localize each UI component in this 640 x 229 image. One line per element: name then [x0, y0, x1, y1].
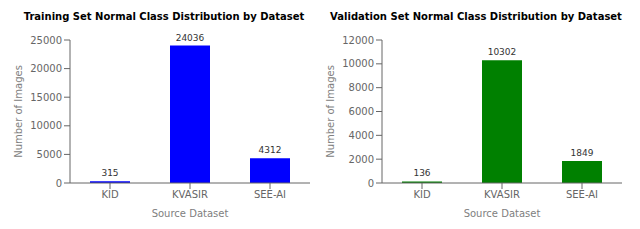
- html-text:Validation Set Normal Class Di: Validation Set Normal Class Distribution…: [330, 11, 622, 22]
- svg-text:24036: 24036: [176, 33, 205, 43]
- svg-text:15000: 15000: [30, 92, 62, 103]
- svg-text:10000: 10000: [342, 58, 374, 69]
- svg-text:2000: 2000: [349, 154, 374, 165]
- svg-text:KID: KID: [101, 189, 119, 200]
- svg-text:Number of Images: Number of Images: [325, 65, 336, 158]
- svg-text:6000: 6000: [349, 106, 374, 117]
- svg-text:315: 315: [101, 168, 118, 178]
- svg-text:KVASIR: KVASIR: [484, 189, 520, 200]
- svg-text:10000: 10000: [30, 120, 62, 131]
- svg-text:4312: 4312: [259, 145, 282, 155]
- svg-text:20000: 20000: [30, 63, 62, 74]
- svg-text:5000: 5000: [37, 149, 62, 160]
- svg-text:KID: KID: [413, 189, 431, 200]
- svg-text:Source Dataset: Source Dataset: [464, 208, 541, 219]
- html-text:Training Set Normal Class Dist: Training Set Normal Class Distribution b…: [23, 11, 305, 22]
- svg-text:4000: 4000: [349, 130, 374, 141]
- svg-text:SEE-AI: SEE-AI: [254, 189, 286, 200]
- svg-text:25000: 25000: [30, 35, 62, 46]
- svg-text:Source Dataset: Source Dataset: [152, 208, 229, 219]
- svg-text:0: 0: [368, 178, 374, 189]
- svg-text:10302: 10302: [488, 47, 517, 57]
- svg-text:136: 136: [413, 168, 430, 178]
- svg-text:8000: 8000: [349, 82, 374, 93]
- svg-text:Number of Images: Number of Images: [13, 65, 24, 158]
- svg-text:KVASIR: KVASIR: [172, 189, 208, 200]
- svg-text:1849: 1849: [571, 148, 594, 158]
- svg-text:SEE-AI: SEE-AI: [566, 189, 598, 200]
- svg-text:0: 0: [56, 178, 62, 189]
- svg-text:12000: 12000: [342, 35, 374, 46]
